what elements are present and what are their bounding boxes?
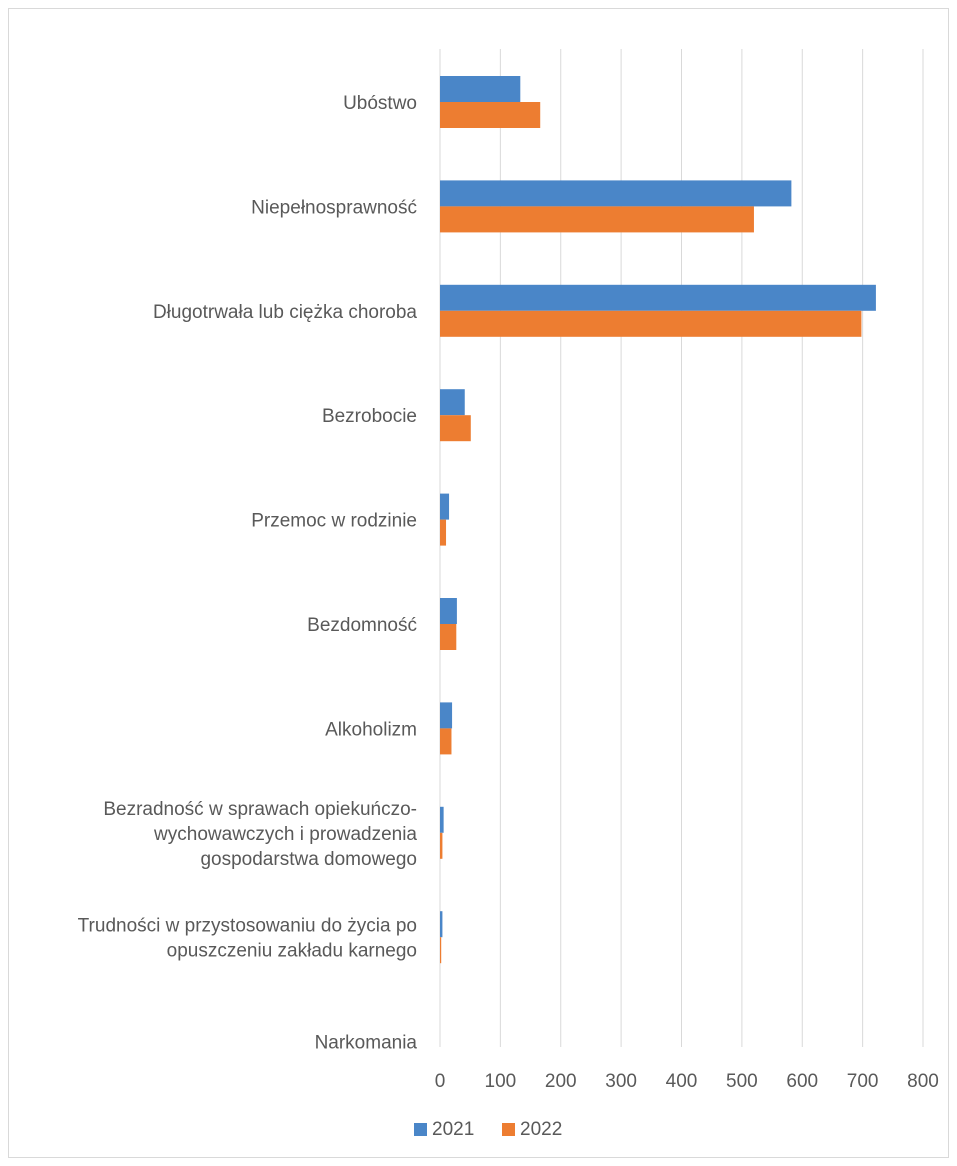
category-label: wychowawczych i prowadzenia bbox=[153, 824, 417, 845]
category-label: Bezradność w sprawach opiekuńczo- bbox=[103, 799, 417, 820]
bar-2021 bbox=[440, 493, 450, 520]
bar-2022 bbox=[440, 937, 442, 964]
category-labels: Ubóstwo Niepełnosprawność Długotrwała lub … bbox=[78, 93, 418, 1054]
bar-2022 bbox=[440, 102, 541, 128]
bar-2022 bbox=[440, 624, 457, 650]
category-label: Trudności w przystosowaniu do życia po bbox=[78, 916, 417, 937]
category-label: Niepełnosprawność bbox=[251, 197, 417, 218]
bar-2021 bbox=[440, 389, 465, 416]
bars bbox=[440, 76, 876, 964]
category-label: Narkomania bbox=[315, 1033, 418, 1054]
bar-2022 bbox=[440, 728, 452, 755]
legend: 2021 2022 bbox=[414, 1119, 562, 1140]
category-label: opuszczeniu zakładu karnego bbox=[167, 941, 417, 962]
category-label: Przemoc w rodzinie bbox=[251, 511, 417, 532]
bar-2021 bbox=[440, 702, 453, 729]
bar-chart: Ubóstwo Niepełnosprawność Długotrwała lub … bbox=[78, 49, 939, 1140]
legend-label-2021: 2021 bbox=[432, 1119, 474, 1140]
x-tick-label: 600 bbox=[786, 1071, 818, 1092]
x-tick-label: 500 bbox=[726, 1071, 758, 1092]
bar-2021 bbox=[440, 806, 444, 833]
bar-2021 bbox=[440, 911, 443, 938]
x-tick-label: 0 bbox=[435, 1071, 446, 1092]
category-label: Ubóstwo bbox=[343, 93, 417, 114]
x-axis-tick-labels: 0 100 200 300 400 500 600 700 800 bbox=[435, 1071, 939, 1092]
category-label: Bezdomność bbox=[307, 615, 417, 636]
category-label: gospodarstwa domowego bbox=[200, 849, 417, 870]
bar-2022 bbox=[440, 415, 471, 442]
bar-2022 bbox=[440, 832, 443, 859]
category-label: Długotrwała lub ciężka choroba bbox=[153, 302, 417, 323]
x-tick-label: 300 bbox=[605, 1071, 637, 1092]
legend-swatch-2022 bbox=[502, 1123, 515, 1136]
legend-swatch-2021 bbox=[414, 1123, 427, 1136]
x-tick-label: 200 bbox=[545, 1071, 577, 1092]
x-tick-label: 800 bbox=[907, 1071, 939, 1092]
category-label: Alkoholizm bbox=[325, 719, 417, 740]
bar-2022 bbox=[440, 519, 447, 546]
x-tick-label: 700 bbox=[847, 1071, 879, 1092]
x-tick-label: 400 bbox=[666, 1071, 698, 1092]
x-tick-label: 100 bbox=[485, 1071, 517, 1092]
bar-2021 bbox=[440, 76, 521, 102]
bar-2021 bbox=[440, 598, 457, 624]
bar-2021 bbox=[440, 180, 792, 207]
chart-frame: Ubóstwo Niepełnosprawność Długotrwała lub … bbox=[8, 8, 949, 1158]
bar-2022 bbox=[440, 310, 862, 337]
legend-label-2022: 2022 bbox=[520, 1119, 562, 1140]
bar-2021 bbox=[440, 284, 876, 311]
category-label: Bezrobocie bbox=[322, 406, 417, 427]
bar-2022 bbox=[440, 206, 754, 233]
